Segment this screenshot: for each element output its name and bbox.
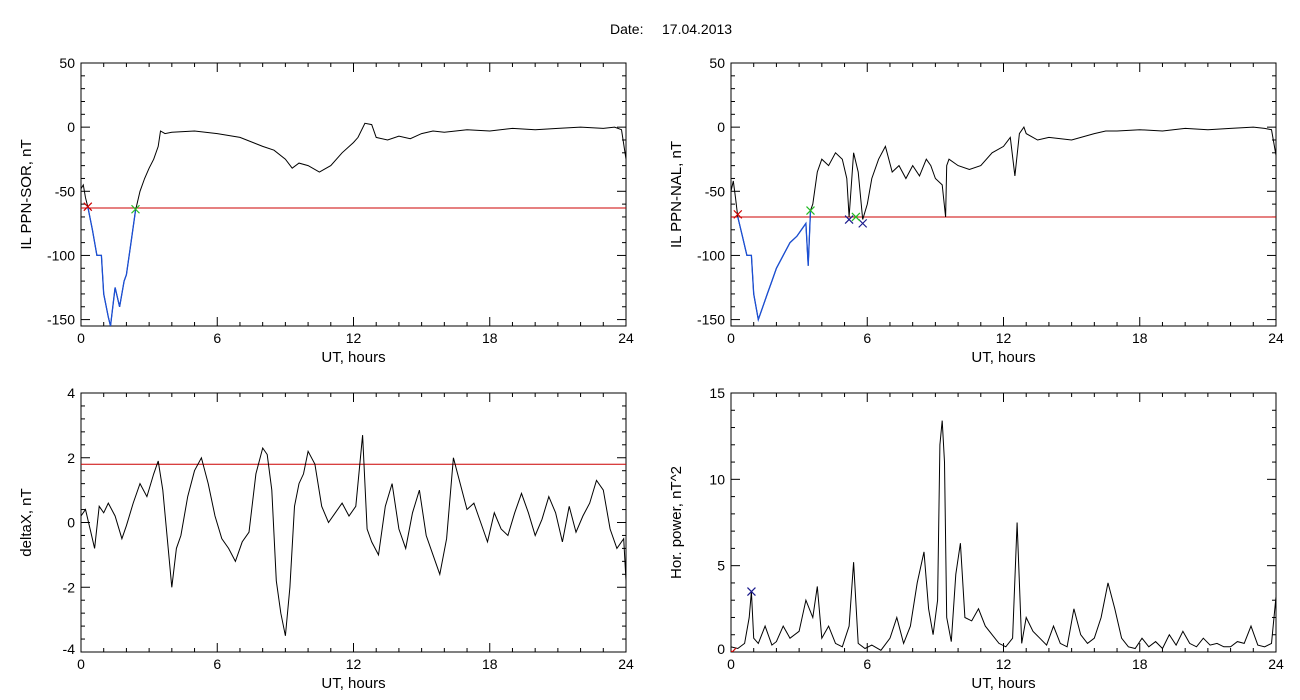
panel-deltax: 0 6 12 18 24 4 2 0 -2 -4 UT, hours deltaX, nT [18,385,634,692]
y-tick-label: 50 [59,55,75,71]
marker-stroke [806,206,815,215]
event-marker [747,587,756,596]
y-tick-label: -100 [47,247,75,263]
x-tick-label: 24 [1268,656,1284,672]
x-tick-label: 0 [727,656,735,672]
panel-ppn-sor: 0 6 12 18 24 50 0 -50 -100 -150 UT, hours IL PPN-SO… [18,55,634,366]
x-tick-label: 24 [1268,330,1284,346]
x-tick-label: 24 [618,330,634,346]
event-marker [844,215,854,224]
x-tick-label: 18 [1132,330,1148,346]
highlight-segment [87,206,137,326]
panel-ppn-nal: 0 6 12 18 24 50 0 -50 -100 -150 UT, hours IL PPN-NA… [668,55,1284,366]
highlight-segment [737,210,812,323]
x-tick-label: 18 [482,656,498,672]
x-tick-label: 12 [346,330,362,346]
date-value: 17.04.2013 [662,21,732,37]
date-label: Date: [610,21,643,37]
marker-stroke [747,587,756,596]
y-tick-label: 10 [709,471,725,487]
plot-area [731,420,1276,652]
x-tick-label: 0 [77,656,85,672]
event-marker [851,212,861,222]
y-tick-label: -100 [697,247,725,263]
panel-hor-power: 0 6 12 18 24 15 10 5 0 UT, hours Hor. power, nT^2 [668,385,1284,692]
y-axis-title: deltaX, nT [18,488,35,556]
series-line [81,435,626,636]
x-tick-label: 6 [213,330,221,346]
y-tick-label: -150 [47,312,75,328]
x-tick-label: 0 [727,330,735,346]
marker-stroke [733,209,743,219]
marker-stroke [131,204,140,214]
y-tick-label: 5 [717,558,725,574]
x-tick-label: 24 [618,656,634,672]
y-tick-label: 0 [67,119,75,135]
date-header: Date: 17.04.2013 [610,21,732,37]
y-tick-label: -50 [55,183,75,199]
plot-area [731,126,1276,323]
y-tick-label: 15 [709,385,725,401]
event-marker [83,202,93,212]
x-tick-label: 6 [863,656,871,672]
y-tick-label: -4 [63,641,76,657]
y-tick-label: 0 [717,641,725,657]
marker-stroke [83,202,93,212]
plot-area [81,122,626,326]
x-axis-title: UT, hours [321,675,385,692]
y-tick-label: 50 [709,55,725,71]
x-tick-label: 6 [863,330,871,346]
x-axis-title: UT, hours [321,349,385,366]
marker-stroke [844,215,854,224]
x-tick-label: 12 [996,656,1012,672]
marker-stroke [858,218,868,228]
plot-area [81,435,626,636]
x-axis-title: UT, hours [971,349,1035,366]
y-tick-label: 2 [67,450,75,466]
event-marker [131,204,140,214]
event-marker [733,209,743,219]
x-tick-label: 12 [996,330,1012,346]
x-tick-label: 6 [213,656,221,672]
y-axis-title: IL PPN-NAL, nT [668,141,685,248]
y-tick-label: 0 [67,515,75,531]
y-tick-label: 4 [67,385,75,401]
x-tick-label: 18 [482,330,498,346]
y-axis-title: IL PPN-SOR, nT [18,139,35,249]
y-tick-label: -50 [705,183,725,199]
y-tick-label: -2 [63,579,76,595]
event-marker [731,647,737,652]
y-axis-title: Hor. power, nT^2 [668,466,685,579]
series-line [731,420,1276,651]
x-tick-label: 12 [346,656,362,672]
x-axis-title: UT, hours [971,675,1035,692]
marker-stroke [851,212,861,222]
y-tick-label: 0 [717,119,725,135]
x-tick-label: 18 [1132,656,1148,672]
event-marker [806,206,815,215]
y-tick-label: -150 [697,312,725,328]
marker-stroke [731,647,737,652]
x-tick-label: 0 [77,330,85,346]
